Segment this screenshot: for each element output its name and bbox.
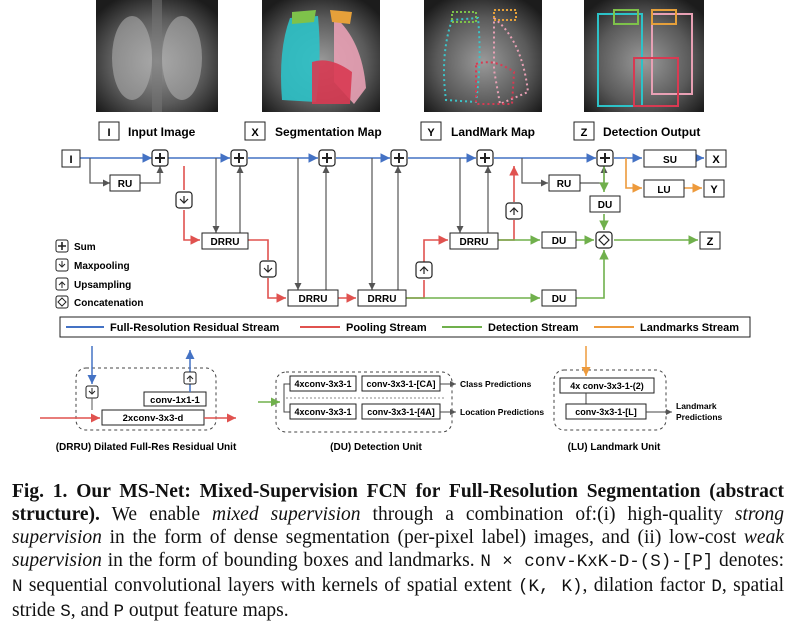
svg-text:DU: DU — [552, 236, 566, 247]
sum-icon — [476, 149, 494, 167]
svg-text:Sum: Sum — [74, 242, 96, 253]
sum-icon — [151, 149, 169, 167]
svg-text:2xconv-3x3-d: 2xconv-3x3-d — [123, 413, 184, 424]
node-drru-1: DRRU — [201, 232, 249, 250]
svg-text:Upsampling: Upsampling — [74, 280, 131, 291]
node-lu: LU — [643, 179, 685, 198]
svg-text:DRRU: DRRU — [211, 237, 240, 248]
svg-text:DU: DU — [598, 200, 612, 211]
svg-text:SU: SU — [663, 155, 677, 166]
image-label-segmentation: X Segmentation Map — [244, 121, 382, 141]
node-drru-4: DRRU — [449, 232, 499, 250]
node-du-1: DU — [541, 231, 577, 249]
svg-text:DRRU: DRRU — [460, 237, 489, 248]
maxpooling-icon — [85, 385, 99, 399]
architecture-diagram: I Input Image X Segmentation Map Y LandM… — [40, 0, 751, 453]
svg-text:conv-3x3-1-[CA]: conv-3x3-1-[CA] — [366, 379, 435, 389]
svg-text:Y: Y — [427, 127, 435, 139]
svg-text:Input Image: Input Image — [128, 125, 196, 139]
svg-text:Detection Stream: Detection Stream — [488, 322, 579, 334]
svg-text:DU: DU — [552, 294, 566, 305]
svg-text:Pooling Stream: Pooling Stream — [346, 322, 427, 334]
svg-text:LandMark Map: LandMark Map — [451, 125, 535, 139]
svg-text:4xconv-3x3-1: 4xconv-3x3-1 — [294, 379, 351, 389]
maxpooling-icon — [175, 191, 193, 209]
du-detail: 4xconv-3x3-1 conv-3x3-1-[CA] Class Predi… — [258, 371, 544, 453]
node-drru-3: DRRU — [357, 289, 407, 307]
svg-text:Maxpooling: Maxpooling — [74, 261, 130, 272]
node-du-3: DU — [589, 195, 621, 213]
operation-legend: Sum Maxpooling Upsampling Concatenation — [55, 239, 143, 309]
svg-text:Location Predictions: Location Predictions — [460, 407, 544, 417]
svg-text:Class Predictions: Class Predictions — [460, 379, 532, 389]
svg-text:DRRU: DRRU — [299, 294, 328, 305]
svg-text:Landmarks Stream: Landmarks Stream — [640, 322, 739, 334]
node-output-Z: Z — [699, 231, 721, 250]
svg-text:Z: Z — [707, 236, 714, 248]
up-arrow-icon — [55, 277, 69, 291]
plus-icon — [55, 239, 69, 253]
image-label-input: I Input Image — [98, 121, 196, 141]
svg-text:(DU) Detection Unit: (DU) Detection Unit — [330, 442, 422, 453]
residual-links — [89, 158, 608, 290]
svg-text:I: I — [69, 154, 72, 166]
maxpooling-icon — [259, 260, 277, 278]
svg-text:Detection Output: Detection Output — [603, 125, 700, 139]
diamond-icon — [55, 295, 69, 309]
node-drru-2: DRRU — [287, 289, 339, 307]
svg-text:Y: Y — [710, 184, 718, 196]
svg-text:X: X — [712, 154, 720, 166]
svg-text:conv-3x3-1-[4A]: conv-3x3-1-[4A] — [367, 407, 435, 417]
svg-text:Full-Resolution Residual Strea: Full-Resolution Residual Stream — [110, 322, 280, 334]
sum-icon — [318, 149, 336, 167]
upsampling-icon — [415, 261, 433, 279]
svg-text:Segmentation Map: Segmentation Map — [275, 125, 382, 139]
svg-text:(DRRU) Dilated Full-Res Residu: (DRRU) Dilated Full-Res Residual Unit — [56, 442, 237, 453]
svg-text:(LU) Landmark Unit: (LU) Landmark Unit — [568, 442, 661, 453]
svg-text:LU: LU — [657, 185, 670, 196]
sum-icon — [390, 149, 408, 167]
svg-text:I: I — [107, 127, 110, 139]
node-ru-2: RU — [548, 174, 581, 192]
svg-text:RU: RU — [118, 179, 132, 190]
xray-detection-output — [584, 0, 704, 112]
upsampling-icon — [183, 371, 197, 385]
svg-text:Z: Z — [581, 127, 588, 139]
svg-text:Landmark: Landmark — [676, 401, 717, 411]
caption-title: Fig. 1. Our MS-Net: Mixed-Supervision FC… — [12, 481, 784, 525]
sum-icon — [596, 149, 614, 167]
node-output-X: X — [705, 149, 727, 168]
stream-legend: Full-Resolution Residual Stream Pooling … — [59, 316, 751, 338]
pooling-stream-lines — [183, 166, 519, 303]
node-input-I: I — [61, 149, 81, 168]
concatenation-icon — [595, 231, 613, 249]
svg-text:DRRU: DRRU — [368, 294, 397, 305]
lu-detail: 4x conv-3x3-1-(2) conv-3x3-1-[L] Landmar… — [553, 346, 723, 453]
detection-stream-lines — [406, 166, 698, 303]
figure-caption: Fig. 1. Our MS-Net: Mixed-Supervision FC… — [12, 481, 785, 622]
svg-text:Predictions: Predictions — [676, 412, 723, 422]
down-arrow-icon — [55, 258, 69, 272]
svg-text:conv-3x3-1-[L]: conv-3x3-1-[L] — [575, 407, 637, 417]
sum-icon — [230, 149, 248, 167]
upsampling-icon — [505, 202, 523, 220]
xray-landmark-map — [424, 0, 542, 112]
svg-text:conv-1x1-1: conv-1x1-1 — [150, 395, 200, 406]
svg-text:4xconv-3x3-1: 4xconv-3x3-1 — [294, 407, 351, 417]
drru-detail: 2xconv-3x3-d conv-1x1-1 (DRRU) Dilated F… — [40, 346, 237, 453]
node-su: SU — [643, 149, 697, 168]
svg-text:RU: RU — [557, 179, 571, 190]
svg-text:Concatenation: Concatenation — [74, 298, 143, 309]
image-label-landmark: Y LandMark Map — [420, 121, 535, 141]
node-ru-1: RU — [109, 174, 141, 192]
node-output-Y: Y — [703, 179, 725, 198]
svg-text:X: X — [251, 127, 259, 139]
svg-text:4x conv-3x3-1-(2): 4x conv-3x3-1-(2) — [570, 381, 644, 391]
node-du-2: DU — [541, 289, 577, 307]
image-label-detection: Z Detection Output — [573, 121, 700, 141]
xray-segmentation-map — [262, 0, 380, 112]
landmark-stream-lines — [625, 158, 702, 193]
xray-input-image — [96, 0, 218, 112]
